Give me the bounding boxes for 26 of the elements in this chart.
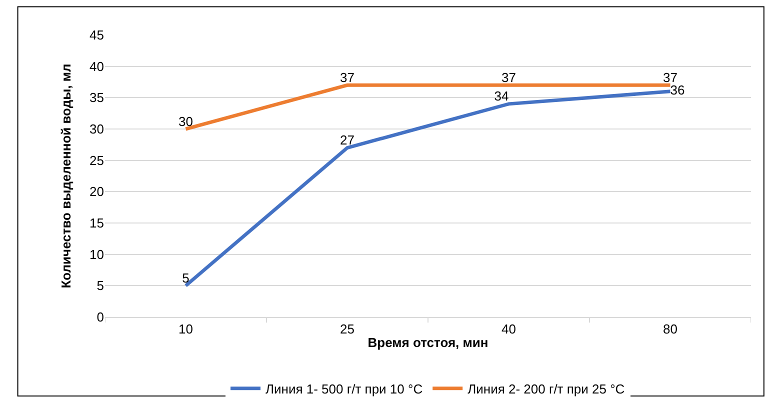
legend-label: Линия 2- 200 г/т при 25 °C <box>468 381 625 396</box>
y-tick-label: 0 <box>96 310 104 325</box>
y-tick-label: 20 <box>90 184 104 200</box>
y-tick-label: 5 <box>96 278 104 294</box>
data-label: 27 <box>340 132 354 148</box>
legend-label: Линия 1- 500 г/т при 10 °C <box>266 381 423 396</box>
y-tick-label: 15 <box>90 216 104 231</box>
x-tick-label: 10 <box>178 322 193 337</box>
x-tick-label: 25 <box>340 322 354 337</box>
y-tick-label: 40 <box>90 58 104 74</box>
x-axis-title: Время отстоя, мин <box>368 335 488 350</box>
y-tick-label: 30 <box>90 122 104 137</box>
y-tick-label: 35 <box>90 90 104 106</box>
y-axis-title: Количество выделенной воды, мл <box>58 64 74 288</box>
data-label: 30 <box>178 114 193 129</box>
data-label: 37 <box>502 70 516 85</box>
data-label: 34 <box>494 88 509 104</box>
data-label: 36 <box>670 82 685 98</box>
data-label: 5 <box>182 270 190 286</box>
x-tick-label: 80 <box>663 322 678 337</box>
y-tick-label: 45 <box>90 28 104 43</box>
data-label: 37 <box>340 70 354 85</box>
x-tick-label: 40 <box>502 322 516 337</box>
y-tick-label: 10 <box>90 246 104 262</box>
y-tick-label: 25 <box>90 152 104 168</box>
data-label: 37 <box>663 70 678 85</box>
